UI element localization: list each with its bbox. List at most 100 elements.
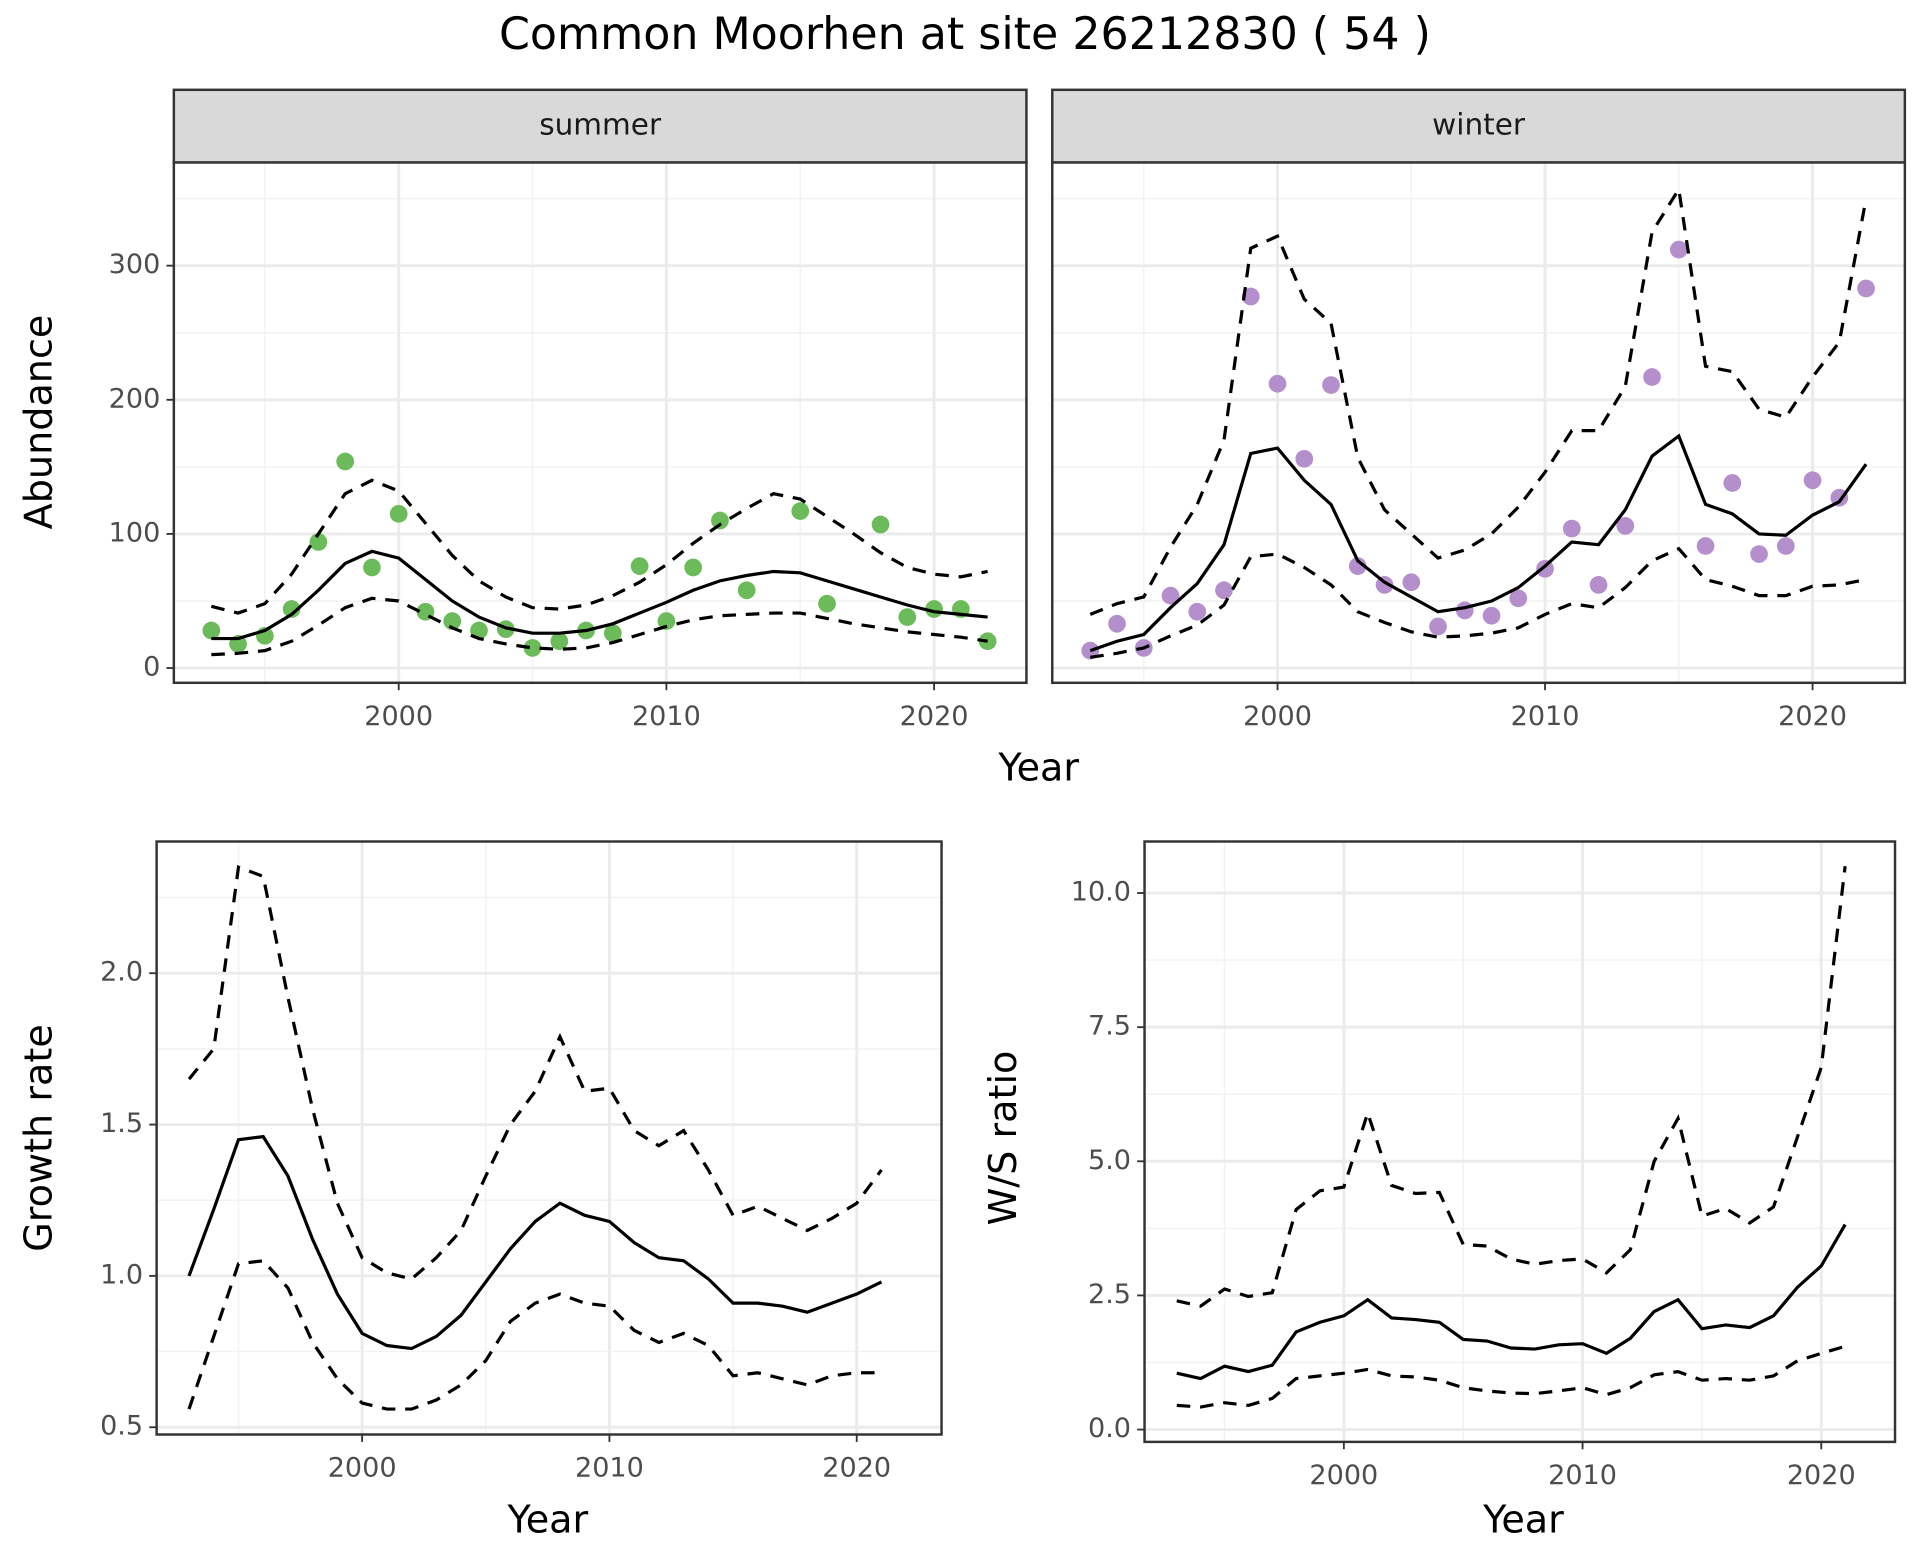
figure-title: Common Moorhen at site 26212830 ( 54 ) xyxy=(499,9,1431,60)
panel-border xyxy=(1143,840,1897,1444)
point xyxy=(1322,376,1340,394)
strip-label: winter xyxy=(1432,108,1526,142)
x-tick-label: 2000 xyxy=(328,1452,397,1483)
point xyxy=(1429,617,1447,636)
x-tick-label: 2010 xyxy=(632,701,701,732)
point xyxy=(1589,576,1608,594)
y-tick-label: 1.5 xyxy=(100,1108,143,1139)
point xyxy=(1241,287,1260,306)
point xyxy=(978,632,997,651)
panel-background xyxy=(1144,841,1896,1442)
y-tick-label: 5.0 xyxy=(1088,1145,1131,1176)
y-tick-label: 100 xyxy=(109,517,161,548)
y-tick-label: 0.5 xyxy=(100,1411,143,1442)
point xyxy=(336,452,355,471)
point xyxy=(711,511,729,530)
x-tick-label: 2000 xyxy=(1309,1460,1378,1491)
line-lower xyxy=(1176,1344,1846,1409)
point xyxy=(202,621,221,640)
x-tick-label: 2020 xyxy=(1787,1460,1856,1491)
x-axis-title: Year xyxy=(997,746,1079,790)
y-tick-label: 2.5 xyxy=(1088,1279,1131,1310)
x-tick-label: 2020 xyxy=(900,701,969,732)
point xyxy=(1268,374,1287,393)
point xyxy=(1562,519,1581,538)
line-fit xyxy=(211,549,988,641)
point xyxy=(1402,573,1421,592)
y-tick-label: 7.5 xyxy=(1088,1011,1131,1042)
y-axis-title: W/S ratio xyxy=(981,1051,1025,1226)
y-tick-label: 10.0 xyxy=(1071,877,1131,908)
x-tick-label: 2020 xyxy=(822,1452,891,1483)
point xyxy=(1669,240,1688,259)
strip-label: summer xyxy=(539,108,662,142)
point xyxy=(1776,537,1795,555)
point xyxy=(1857,279,1875,298)
y-axis-title: Abundance xyxy=(16,315,60,530)
line-fit xyxy=(1176,1223,1847,1381)
strip xyxy=(1051,88,1907,164)
point xyxy=(443,612,462,630)
x-tick-label: 2020 xyxy=(1778,701,1847,732)
x-tick-label: 2000 xyxy=(364,701,433,732)
line-upper xyxy=(187,865,883,1281)
line-fit xyxy=(1089,433,1868,653)
y-axis-title: Growth rate xyxy=(16,1024,60,1252)
panel-border xyxy=(155,840,943,1436)
point xyxy=(470,621,488,640)
strip xyxy=(172,88,1028,164)
point xyxy=(791,502,810,520)
point xyxy=(818,594,836,613)
point xyxy=(898,608,917,626)
point xyxy=(1161,586,1180,605)
point xyxy=(1696,537,1715,555)
y-tick-label: 1.0 xyxy=(100,1259,143,1290)
point xyxy=(684,558,703,577)
point xyxy=(737,581,756,600)
point xyxy=(309,533,328,551)
panel-background xyxy=(156,841,942,1435)
x-tick-label: 2010 xyxy=(575,1452,644,1483)
point xyxy=(1750,545,1768,563)
point xyxy=(1509,589,1528,608)
line-lower xyxy=(187,1259,882,1411)
x-axis-title: Year xyxy=(506,1497,588,1541)
x-tick-label: 2000 xyxy=(1243,701,1312,732)
x-tick-label: 2010 xyxy=(1511,701,1580,732)
x-tick-label: 2010 xyxy=(1548,1460,1617,1491)
y-tick-label: 300 xyxy=(109,249,161,280)
point xyxy=(1536,559,1554,578)
point xyxy=(1803,471,1822,490)
point xyxy=(1482,606,1501,625)
point xyxy=(1455,601,1474,620)
point xyxy=(389,504,408,523)
point xyxy=(630,557,649,575)
y-tick-label: 0.0 xyxy=(1088,1413,1131,1444)
x-axis-title: Year xyxy=(1482,1497,1564,1541)
y-tick-label: 200 xyxy=(109,383,161,414)
point xyxy=(603,624,622,643)
point xyxy=(550,632,569,651)
point xyxy=(1108,614,1126,633)
line-lower xyxy=(1090,546,1867,659)
line-upper xyxy=(1089,184,1868,616)
point xyxy=(1215,581,1233,600)
point xyxy=(1723,474,1742,492)
line-fit xyxy=(187,1134,883,1351)
point xyxy=(1188,602,1207,621)
point xyxy=(363,558,381,577)
y-tick-label: 2.0 xyxy=(100,957,143,988)
point xyxy=(1616,517,1635,535)
y-tick-label: 0 xyxy=(143,652,160,683)
point xyxy=(871,515,890,534)
line-upper xyxy=(1176,866,1847,1308)
point xyxy=(1295,449,1314,468)
line-upper xyxy=(210,478,988,615)
line-lower xyxy=(211,596,988,657)
panel-background xyxy=(173,162,1027,683)
point xyxy=(523,639,542,657)
point xyxy=(1348,557,1367,575)
point xyxy=(282,600,301,618)
